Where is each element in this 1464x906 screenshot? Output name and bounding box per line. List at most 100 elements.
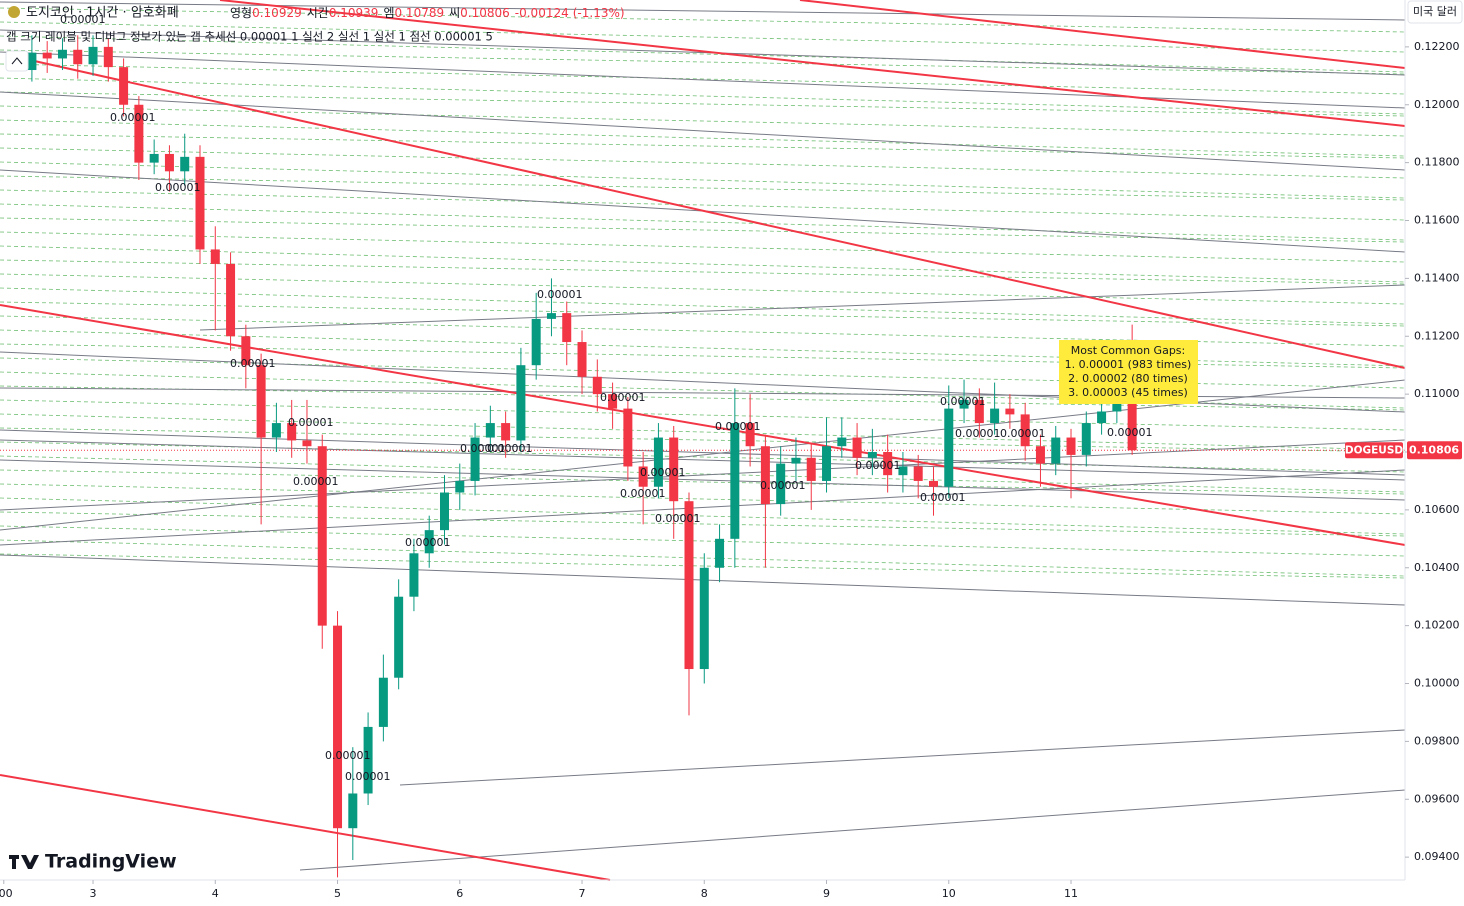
candle-body <box>776 463 786 505</box>
channel-line <box>0 304 1406 546</box>
gap-label: 0.00001 <box>460 442 506 455</box>
trendline <box>0 29 1406 76</box>
candle-body <box>27 52 37 71</box>
candle-body <box>546 313 556 319</box>
candle-body <box>974 399 984 424</box>
y-tick-label: 0.09800 <box>1414 734 1460 747</box>
candle-body <box>455 480 465 493</box>
candle-body <box>852 437 862 458</box>
candle-body <box>928 480 938 487</box>
change: -0.00124 <box>515 6 569 20</box>
candle-body <box>623 408 633 467</box>
y-tick-label: 0.12000 <box>1414 98 1460 111</box>
channel-line <box>219 0 1406 127</box>
gap-trendline <box>0 105 1406 137</box>
gap-label: 0.00001 <box>293 475 339 488</box>
y-tick-label: 0.11600 <box>1414 214 1460 227</box>
gap-label: 0.00001 <box>230 357 276 370</box>
candle-body <box>287 423 297 441</box>
gap-trendline <box>0 427 1406 453</box>
price-tag-label: 0.10806 <box>1409 443 1459 456</box>
trendline <box>399 729 1406 786</box>
ticker-tag <box>1345 442 1403 459</box>
candle-body <box>669 437 679 502</box>
ohlc-value: 0.10939 <box>329 6 379 20</box>
gap-trendline <box>0 231 1406 263</box>
candle-body <box>867 452 877 458</box>
gap-trendline <box>0 35 1406 73</box>
gap-trendline <box>0 119 1406 157</box>
currency-button[interactable] <box>1407 0 1463 24</box>
channel-line <box>29 59 1406 369</box>
candle-body <box>424 530 434 554</box>
candle-body <box>394 596 404 678</box>
candle-body <box>333 625 343 829</box>
gap-trendline <box>0 455 1406 493</box>
trendline <box>0 439 1406 511</box>
trendline <box>0 439 1406 481</box>
candle-body <box>898 466 908 476</box>
candle-body <box>715 538 725 568</box>
collapse-button[interactable] <box>5 50 29 72</box>
gap-trendline <box>0 399 1406 431</box>
trendline <box>0 1 1406 21</box>
gap-trendline <box>0 133 1406 159</box>
candle-body <box>791 457 801 464</box>
ticker-label: DOGEUSD <box>1345 444 1404 456</box>
candle-body <box>180 156 190 172</box>
gap-label: 0.00001 <box>600 391 646 404</box>
symbol-title: 도지코인 · 1시간 · 암호화폐 <box>26 6 179 21</box>
candle-body <box>1066 437 1076 455</box>
gap-trendline <box>0 49 1406 75</box>
y-tick-label: 0.11800 <box>1414 156 1460 169</box>
x-tick-label: :00 <box>0 887 13 900</box>
gap-trendline <box>0 273 1406 305</box>
gap-trendline <box>0 553 1406 579</box>
candle-body <box>164 153 174 172</box>
candle-body <box>501 423 511 441</box>
trendline <box>0 459 1406 501</box>
ohlc-value: 0.10929 <box>252 6 302 20</box>
x-tick-label: 10 <box>942 887 956 900</box>
ohlc-value: 0.10806 <box>460 6 510 20</box>
candle-body <box>119 67 129 105</box>
y-tick-label: 0.10000 <box>1414 677 1460 690</box>
gap-trendline <box>0 525 1406 557</box>
candle-body <box>562 313 572 343</box>
gap-label: 0.00001 <box>760 479 806 492</box>
ohlc-label: 씨 <box>449 6 460 20</box>
candle-body <box>1081 423 1091 455</box>
gap-label: 0.00001 <box>487 442 533 455</box>
candle-body <box>577 342 587 377</box>
gap-label: 0.00001 <box>537 288 583 301</box>
x-tick-label: 5 <box>334 887 341 900</box>
gap-legend: Most Common Gaps:1. 0.00001 (983 times)2… <box>1059 340 1198 404</box>
gap-trendline <box>0 511 1406 537</box>
x-tick-label: 9 <box>823 887 830 900</box>
gap-label: 0.00001 <box>325 749 371 762</box>
candle-body <box>317 446 327 626</box>
candle-body <box>608 394 618 409</box>
candle-body <box>883 452 893 476</box>
price-tag <box>1407 441 1462 460</box>
candle-body <box>653 437 663 487</box>
candle-body <box>302 440 312 447</box>
candle-body <box>638 466 648 487</box>
candle-body <box>409 553 419 597</box>
gap-label: 0.00001 <box>920 491 966 504</box>
y-tick-label: 0.12200 <box>1414 40 1460 53</box>
gap-label: 0.00001 <box>1107 426 1153 439</box>
candle-body <box>195 156 205 250</box>
candle-body <box>363 726 373 794</box>
candle-body <box>378 677 388 727</box>
ohlc-header: 영형0.10929 시간0.10939 엠0.10789 씨0.10806 -0.001… <box>230 6 625 20</box>
gap-trendline <box>0 77 1406 115</box>
trendline <box>199 284 1406 331</box>
gap-trendline <box>0 483 1406 515</box>
legend-item: 1. 0.00001 (983 times) <box>1065 358 1192 371</box>
candle-body <box>88 46 98 65</box>
gap-label: 0.00001 <box>155 181 201 194</box>
collapse-icon <box>11 57 23 65</box>
plot: 0.000010.000010.000010.000010.000010.000… <box>0 13 1405 878</box>
